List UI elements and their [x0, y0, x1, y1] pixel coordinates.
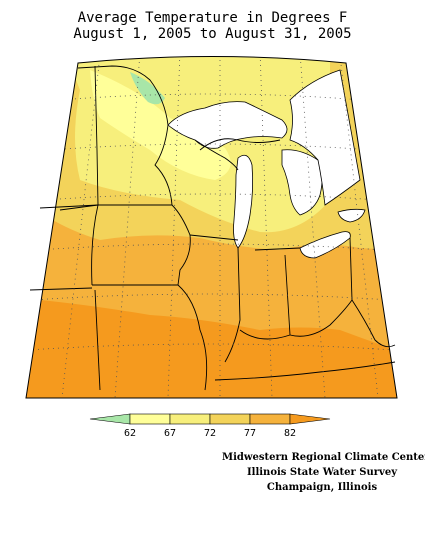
title-line-2: August 1, 2005 to August 31, 2005 — [73, 26, 352, 42]
border-ia-east — [171, 204, 191, 286]
canada-northeast — [289, 69, 361, 206]
border-mn-wi — [154, 124, 173, 206]
band-below-62 — [130, 72, 165, 105]
great-lakes — [167, 69, 366, 259]
border-ne-ia — [91, 204, 99, 286]
border-us-canada — [77, 65, 169, 126]
legend-swatch-below — [89, 413, 131, 425]
credits: Midwestern Regional Climate Center Illin… — [222, 450, 425, 495]
lat-lon-grid — [27, 56, 395, 398]
map-title: Average Temperature in Degrees F August … — [0, 10, 425, 42]
border-in-south — [239, 329, 291, 340]
lake-ontario — [337, 208, 366, 223]
border-il-east — [224, 247, 241, 363]
border-ne-ks — [29, 287, 93, 291]
legend-tick-label: 72 — [204, 428, 216, 439]
legend-swatch-above — [289, 413, 331, 425]
title-line-1: Average Temperature in Degrees F — [77, 10, 348, 26]
legend-tick-label: 62 — [124, 428, 136, 439]
border-ky-tn — [214, 361, 396, 381]
credit-line-1: Midwestern Regional Climate Center — [222, 452, 425, 463]
legend-swatch-2 — [169, 413, 211, 425]
border-mi-south — [254, 247, 301, 251]
border-mn-west — [94, 65, 99, 206]
credit-line-2: Illinois State Water Survey — [246, 467, 398, 478]
lake-michigan — [233, 154, 254, 249]
lake-huron — [281, 149, 323, 216]
legend-tick-label: 82 — [284, 428, 296, 439]
legend-tick-label: 77 — [244, 428, 256, 439]
lake-superior — [167, 101, 288, 149]
border-mo-east — [177, 284, 208, 391]
legend-swatch-1 — [129, 413, 171, 425]
legend-swatch-3 — [209, 413, 251, 425]
border-oh-ky — [289, 299, 353, 337]
border-wi-mi — [194, 139, 239, 171]
legend-ticks: 62 67 72 77 82 — [124, 428, 296, 439]
credit-line-3: Champaign, Illinois — [266, 482, 378, 493]
border-ks-mo — [94, 289, 101, 391]
border-ne-sd — [39, 204, 99, 209]
legend-tick-label: 67 — [164, 428, 176, 439]
border-wi-il — [189, 234, 239, 241]
border-mi-upper — [199, 138, 281, 151]
legend-swatch-4 — [249, 413, 291, 425]
band-62-67 — [90, 70, 231, 180]
map-frame — [25, 56, 398, 399]
state-outlines — [29, 65, 396, 391]
border-oh-pa — [349, 237, 353, 301]
legend-swatches — [89, 413, 331, 425]
